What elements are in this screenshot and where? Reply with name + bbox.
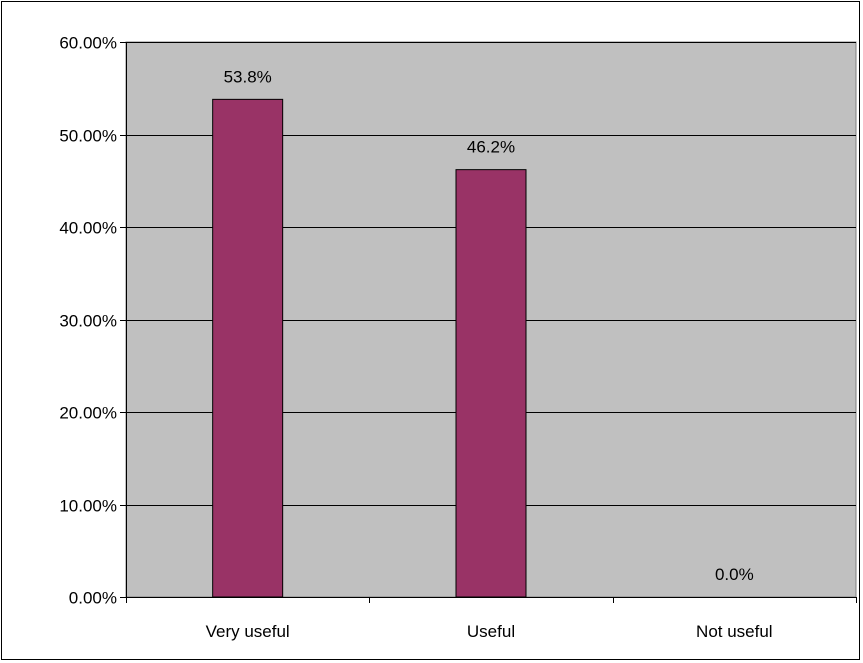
y-tick-label: 20.00% — [59, 404, 117, 423]
y-tick-label: 0.00% — [69, 589, 117, 608]
data-label: 53.8% — [224, 67, 272, 86]
y-tick-label: 30.00% — [59, 312, 117, 331]
bar-very-useful — [212, 98, 284, 598]
axes — [120, 42, 857, 603]
y-tick-label: 50.00% — [59, 127, 117, 146]
x-tick-label: Very useful — [206, 622, 290, 641]
y-tick-label: 60.00% — [59, 34, 117, 53]
x-tick-label: Useful — [467, 622, 515, 641]
data-label: 46.2% — [467, 138, 515, 157]
x-tick-label: Not useful — [696, 622, 773, 641]
labels: 0.00% 10.00% 20.00% 30.00% 40.00% 50.00% 60.00… — [59, 34, 772, 642]
bar-useful — [455, 169, 527, 598]
bars — [212, 98, 527, 598]
y-tick-label: 40.00% — [59, 219, 117, 238]
data-label: 0.0% — [715, 565, 754, 584]
y-tick-label: 10.00% — [59, 497, 117, 516]
